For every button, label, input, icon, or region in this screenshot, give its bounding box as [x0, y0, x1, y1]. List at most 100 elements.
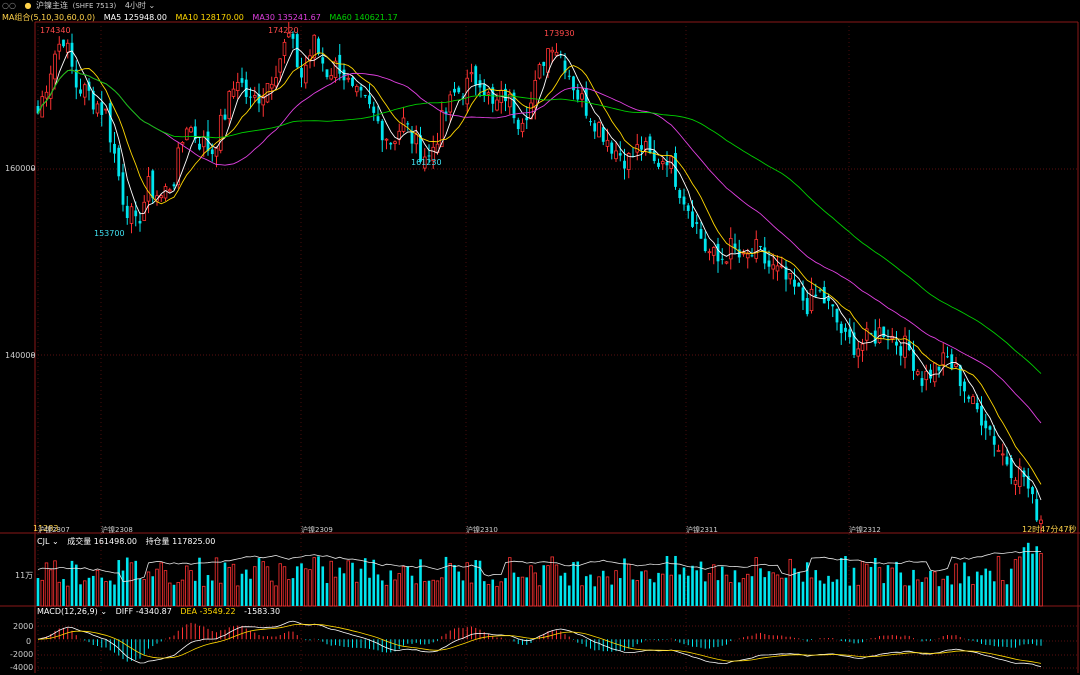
- candle-body: [380, 120, 384, 141]
- volume-bar: [729, 582, 733, 607]
- candle-body: [992, 436, 996, 445]
- candle-body: [129, 206, 134, 224]
- volume-bar: [644, 570, 648, 607]
- candle-body: [797, 282, 801, 287]
- chevron-down-icon[interactable]: ⌄: [148, 1, 156, 10]
- high-label-3: 173930: [544, 29, 575, 38]
- volume-bar: [206, 575, 210, 606]
- volume-bar: [419, 559, 422, 606]
- candle-body: [507, 93, 512, 108]
- volume-bar: [457, 571, 461, 606]
- volume-bar: [146, 571, 151, 607]
- candle-body: [618, 153, 622, 156]
- volume-axis-label: 11万: [15, 571, 34, 580]
- volume-bar: [661, 573, 665, 607]
- volume-bar: [244, 569, 248, 606]
- candle-body: [580, 93, 584, 100]
- candle-body: [134, 210, 138, 217]
- volume-bar: [665, 556, 669, 606]
- candle-body: [542, 61, 546, 66]
- volume-bar: [504, 578, 507, 606]
- volume-bar: [444, 556, 448, 606]
- volume-bar: [827, 575, 830, 606]
- volume-bar: [193, 580, 197, 606]
- volume-bar: [440, 577, 444, 607]
- current-time: 12时47分47秒: [1022, 525, 1077, 534]
- volume-bar: [589, 574, 592, 606]
- volume-bar: [113, 584, 116, 606]
- volume-bar: [1031, 553, 1034, 606]
- candle-body: [108, 103, 112, 143]
- volume-indicator-name[interactable]: CJL: [37, 537, 50, 546]
- candle-body: [495, 99, 499, 111]
- volume-bar: [376, 574, 380, 606]
- candle-body: [113, 143, 116, 154]
- volume-bar: [618, 578, 622, 606]
- volume-bar: [648, 578, 652, 606]
- volume-bar: [342, 573, 346, 606]
- candle-body: [121, 172, 125, 205]
- macd-header: MACD(12,26,9) ⌄ DIFF -4340.87 DEA -3549.…: [37, 607, 286, 617]
- candle-body: [550, 49, 555, 53]
- candle-body: [597, 122, 601, 138]
- volume-bar: [920, 581, 924, 606]
- candle-body: [269, 83, 274, 89]
- candle-body: [87, 81, 91, 91]
- volume-bar: [108, 580, 112, 606]
- volume-bar: [465, 562, 469, 607]
- candle-body: [775, 265, 780, 272]
- volume-bar: [996, 556, 1001, 607]
- candle-body: [958, 365, 962, 387]
- candle-body: [695, 222, 699, 224]
- period-selector[interactable]: 4小时: [124, 1, 146, 10]
- volume-bar: [537, 585, 542, 607]
- volume-bar: [852, 567, 856, 606]
- candle-body: [231, 88, 236, 97]
- candle-body: [461, 96, 465, 98]
- volume-bar: [848, 585, 852, 606]
- candle-body: [563, 60, 567, 73]
- candle-body: [818, 290, 822, 292]
- candle-body: [1009, 458, 1013, 479]
- volume-bar: [372, 559, 376, 606]
- circle-icon: ●: [24, 1, 32, 10]
- volume-bar: [295, 566, 299, 606]
- volume-bar: [351, 562, 354, 606]
- volume-bar: [737, 582, 741, 606]
- volume-bar: [1039, 552, 1043, 607]
- volume-bar: [933, 571, 937, 607]
- volume-bar: [155, 568, 159, 607]
- candle-body: [218, 114, 223, 151]
- ma-group-label[interactable]: MA组合(5,10,30,60,0,0): [2, 13, 96, 22]
- volume-bar: [435, 580, 440, 607]
- chevron-down-icon[interactable]: ⌄: [100, 607, 108, 616]
- candle-body: [155, 195, 159, 202]
- volume-bar: [321, 566, 325, 606]
- candle-body: [728, 238, 733, 260]
- open-interest-line: [37, 551, 1041, 582]
- candle-body: [291, 33, 295, 39]
- macd-indicator-name[interactable]: MACD(12,26,9): [37, 607, 98, 616]
- candle-body: [699, 229, 703, 239]
- candle-body: [240, 78, 244, 83]
- chevron-down-icon[interactable]: ⌄: [51, 537, 59, 546]
- volume-bar: [278, 563, 282, 607]
- volume-bar: [74, 564, 78, 606]
- volume-bar: [899, 572, 903, 606]
- volume-bar: [304, 568, 308, 607]
- volume-bar: [486, 584, 491, 607]
- candle-body: [643, 141, 648, 150]
- window-controls-icon[interactable]: ○○: [2, 1, 16, 10]
- macd-axis-minus-2000: -2000: [10, 650, 34, 659]
- volume-bar: [631, 579, 635, 606]
- volume-bar: [554, 564, 559, 607]
- candle-body: [163, 186, 168, 199]
- volume-bar: [219, 582, 223, 607]
- volume-bar: [809, 577, 814, 607]
- candle-body: [410, 131, 414, 144]
- volume-bar: [453, 564, 456, 606]
- volume-bar: [750, 576, 754, 606]
- volume-bar: [771, 572, 775, 607]
- time-label-2312: 沪镍2312: [849, 526, 881, 534]
